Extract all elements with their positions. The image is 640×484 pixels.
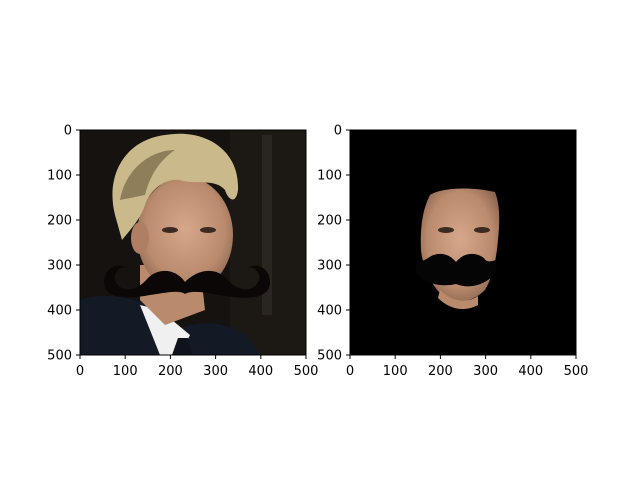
y-tick-label: 200 [317,214,342,229]
y-tick-label: 100 [47,169,72,184]
photo-ear [131,222,149,254]
mustache-overlay-left [104,265,270,298]
axes-frame [349,129,577,356]
x-tick-label: 0 [346,364,354,379]
y-tick-label: 300 [317,259,342,274]
image-panel-original [80,130,306,355]
mustache-overlay-right [416,253,496,287]
image-panel-masked [350,130,576,355]
photo-hair-shade [120,150,175,200]
axes-frame [79,129,307,356]
y-tick-label: 500 [47,349,72,364]
y-tick-label: 200 [47,214,72,229]
x-tick-label: 100 [383,364,408,379]
x-tick-label: 200 [158,364,183,379]
photo-tie [172,338,192,355]
photo-hair [112,133,239,240]
y-tick-label: 300 [47,259,72,274]
x-tick-label: 300 [203,364,228,379]
y-tick-label: 500 [317,349,342,364]
y-tick-label: 0 [334,124,342,139]
masked-eye-right [474,227,490,233]
y-tick-label: 400 [317,304,342,319]
x-tick-label: 400 [518,364,543,379]
x-tick-label: 0 [76,364,84,379]
axes-1: 0 100 200 300 400 500 0 100 200 300 400 500 [47,124,318,380]
x-tick-label: 400 [248,364,273,379]
x-tick-label: 100 [113,364,138,379]
photo-eye-right [200,227,216,233]
y-tick-label: 0 [64,124,72,139]
photo-eye-left [162,227,178,233]
axes-2: 0 100 200 300 400 500 0 100 200 300 400 500 [317,124,588,380]
photo-face [137,177,233,293]
x-tick-label: 300 [473,364,498,379]
y-tick-label: 400 [47,304,72,319]
x-tick-label: 500 [564,364,589,379]
y-tick-label: 100 [317,169,342,184]
x-tick-label: 500 [294,364,319,379]
masked-eye-left [438,227,454,233]
photo-pillar [262,135,272,315]
x-tick-label: 200 [428,364,453,379]
masked-chin [438,290,478,310]
photo-suit-right [175,323,260,355]
